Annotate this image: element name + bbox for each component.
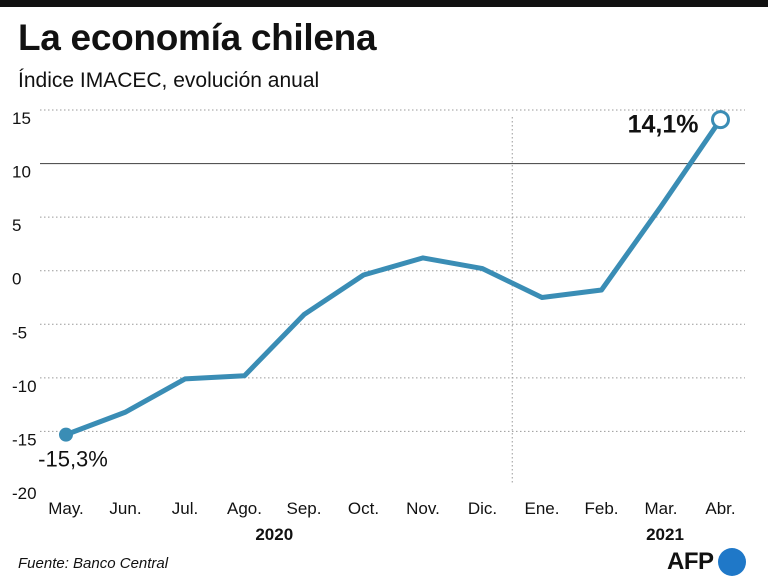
y-tick-label: -5 bbox=[12, 323, 27, 342]
y-tick-label: 15 bbox=[12, 109, 31, 128]
afp-logo: AFP bbox=[667, 547, 746, 577]
y-tick-label: -15 bbox=[12, 430, 37, 449]
source-note: Fuente: Banco Central bbox=[18, 555, 169, 572]
x-tick-label: Ene. bbox=[525, 499, 560, 518]
year-label: 2021 bbox=[646, 525, 684, 544]
y-tick-label: 0 bbox=[12, 270, 21, 289]
x-tick-label: Dic. bbox=[468, 499, 497, 518]
x-tick-label: Mar. bbox=[644, 499, 677, 518]
y-tick-label: -10 bbox=[12, 377, 37, 396]
x-tick-label: Nov. bbox=[406, 499, 440, 518]
top-bar bbox=[0, 0, 768, 7]
year-label: 2020 bbox=[255, 525, 293, 544]
logo-dot-icon bbox=[717, 548, 746, 576]
x-tick-label: May. bbox=[48, 499, 84, 518]
series-line bbox=[63, 117, 723, 438]
x-tick-label: Abr. bbox=[705, 499, 735, 518]
x-tick-label: Feb. bbox=[584, 499, 618, 518]
data-label: -15,3% bbox=[38, 447, 108, 472]
y-tick-label: 5 bbox=[12, 216, 21, 235]
chart-title: La economía chilena bbox=[18, 17, 377, 58]
x-tick-label: Ago. bbox=[227, 499, 262, 518]
y-tick-label: -20 bbox=[12, 484, 37, 503]
y-tick-label: 10 bbox=[12, 163, 31, 182]
start-point-marker bbox=[59, 427, 73, 442]
data-label: 14,1% bbox=[628, 111, 699, 139]
x-tick-label: Oct. bbox=[348, 499, 379, 518]
x-tick-label: Jul. bbox=[172, 499, 198, 518]
logo-text: AFP bbox=[667, 548, 714, 575]
end-point-marker bbox=[711, 110, 730, 130]
x-tick-label: Sep. bbox=[287, 499, 322, 518]
chart-subtitle: Índice IMACEC, evolución anual bbox=[18, 69, 320, 92]
x-tick-label: Jun. bbox=[109, 499, 141, 518]
